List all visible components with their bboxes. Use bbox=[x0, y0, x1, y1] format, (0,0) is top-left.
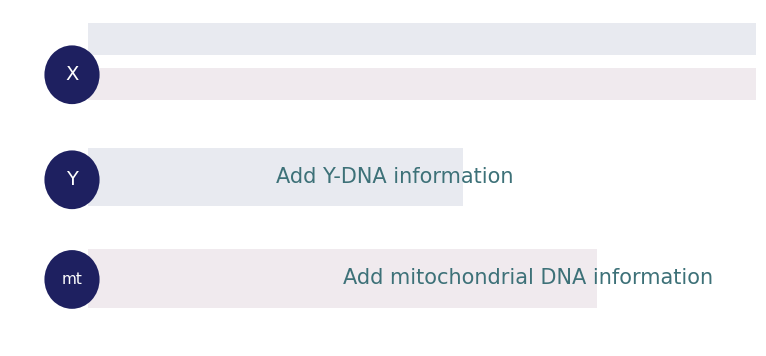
Text: Y: Y bbox=[66, 170, 78, 189]
Text: X: X bbox=[65, 65, 79, 84]
Text: mt: mt bbox=[61, 272, 83, 287]
Text: Add mitochondrial DNA information: Add mitochondrial DNA information bbox=[343, 268, 713, 288]
Text: Add Y-DNA information: Add Y-DNA information bbox=[276, 167, 513, 187]
